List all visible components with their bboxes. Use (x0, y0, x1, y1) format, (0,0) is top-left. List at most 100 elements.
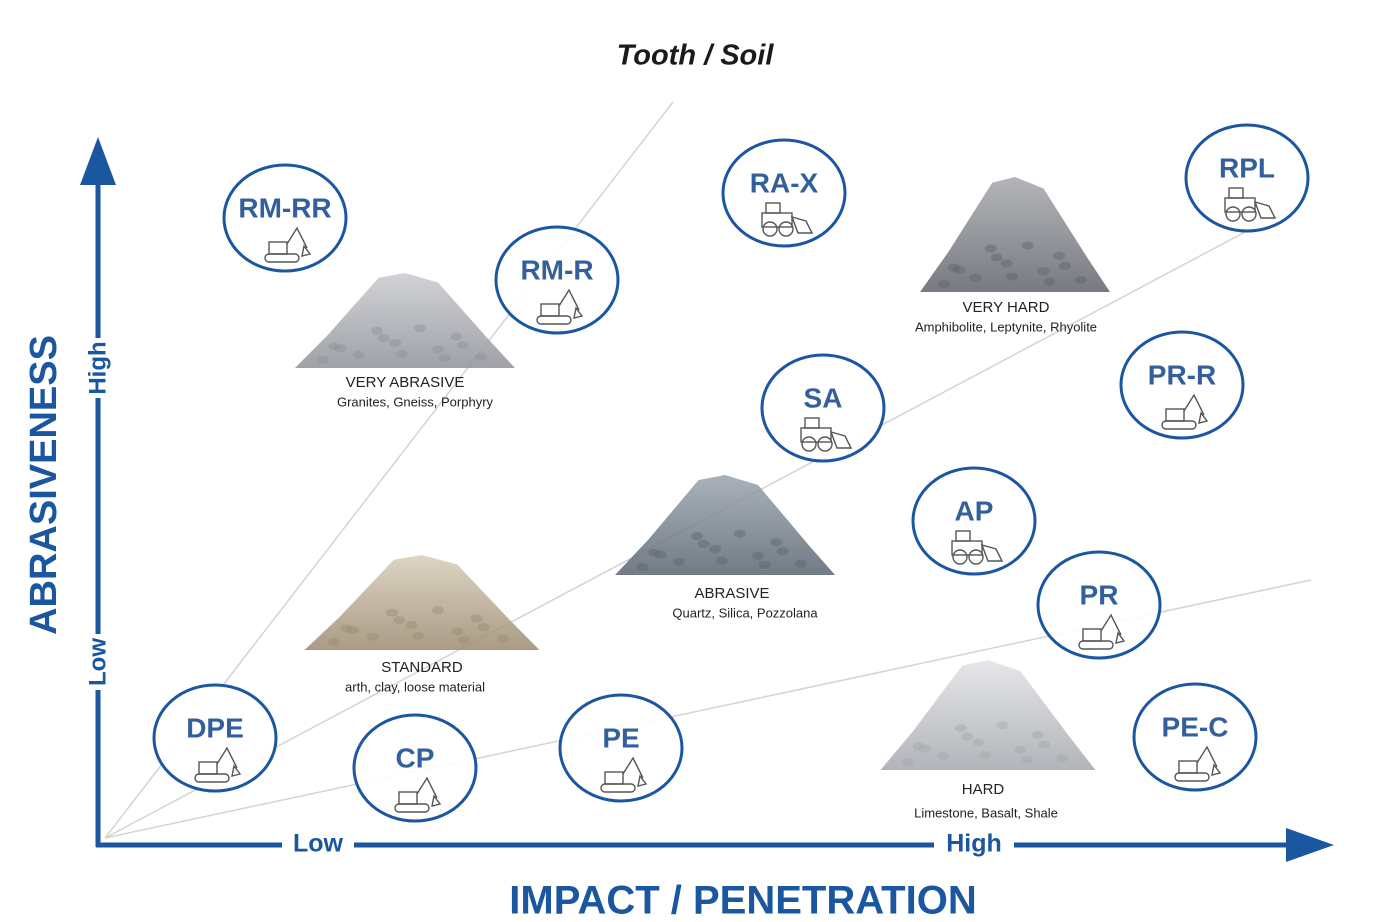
pile-stone (794, 559, 807, 568)
tooth-code: PE-C (1162, 711, 1229, 742)
soil-pile (920, 177, 1110, 292)
pile-stone (412, 631, 425, 640)
soil-name: HARD (962, 781, 1005, 798)
pile-stone (715, 556, 728, 565)
pile-stone (697, 539, 710, 548)
icon-bucket (1198, 411, 1209, 424)
icon-bucket (1115, 631, 1126, 644)
pile-stone (328, 342, 341, 351)
y-axis-low: Low (84, 638, 111, 686)
tooth-circle (1184, 123, 1310, 233)
soil-name: STANDARD (381, 659, 463, 676)
tooth-circle (558, 693, 684, 803)
pile-stone (470, 614, 483, 623)
soil-pile (880, 660, 1096, 770)
tooth-circle (1132, 682, 1258, 792)
pile-stone (947, 263, 960, 272)
pile-stone (954, 724, 967, 733)
pile-stone (334, 344, 347, 353)
pile-stone (1021, 241, 1034, 250)
pile-stone (395, 349, 408, 358)
icon-cab (765, 202, 781, 214)
icon-wheel (952, 549, 968, 565)
pile-stone (636, 563, 649, 571)
pile-stone (1006, 272, 1019, 281)
pile-stone (377, 334, 390, 343)
tooth-badge: PR-R (1119, 330, 1245, 440)
pile-stone (477, 623, 490, 632)
icon-arm (216, 746, 238, 769)
title: Tooth / Soil (617, 40, 775, 72)
icon-bucket (431, 794, 442, 807)
y-axis-label: ABRASIVENESS (23, 335, 65, 635)
icon-bucket (1211, 763, 1222, 776)
icon-bucket (980, 543, 1004, 562)
pile-stone (1056, 754, 1069, 763)
pile-stone (770, 538, 783, 547)
icon-arm (558, 288, 580, 311)
pile-stone (953, 265, 966, 274)
pile-stone (758, 560, 771, 569)
icon-arm (622, 756, 644, 779)
soil-examples: Amphibolite, Leptynite, Rhyolite (915, 319, 1097, 334)
icon-cab (398, 791, 418, 805)
tooth-circle (222, 163, 348, 273)
pile-stone (654, 550, 667, 559)
pile-stone (990, 253, 1003, 262)
pile-stone (1014, 745, 1027, 754)
icon-cab (604, 771, 624, 785)
pile-stone (347, 626, 360, 635)
pile-stone (458, 636, 471, 645)
tooth-code: RPL (1219, 152, 1275, 183)
icon-bucket (1253, 200, 1277, 219)
icon-cab (804, 417, 820, 429)
tooth-code: PR (1080, 579, 1119, 610)
pile-stone (690, 532, 703, 541)
icon-cab (955, 530, 971, 542)
icon-wheel (968, 549, 984, 565)
icon-cab (1178, 760, 1198, 774)
icon-cab (268, 241, 288, 255)
pile-stone (919, 744, 932, 753)
pile-stone (984, 244, 997, 253)
tooth-badge: PE-C (1132, 682, 1258, 792)
pile-stone (1053, 251, 1066, 260)
pile-stone (901, 758, 914, 766)
tooth-circle (1119, 330, 1245, 440)
pile-stone (776, 547, 789, 556)
icon-arm (1196, 745, 1218, 768)
x-axis-low: Low (293, 830, 344, 858)
tooth-badge: RM-R (494, 225, 620, 335)
soil-pile (304, 555, 540, 650)
pile-stone (1020, 755, 1033, 764)
icon-arm (1183, 393, 1205, 416)
icon-bucket (790, 215, 814, 234)
pile-stone (450, 332, 463, 341)
tooth-circle (760, 353, 886, 463)
pile-stone (497, 634, 510, 643)
tooth-types: RM-RR RM-R RA-X RPL SA PR-R AP PR DPE CP PE PE-C (152, 123, 1310, 823)
pile-stone (937, 280, 950, 288)
soil-pile (615, 475, 835, 575)
soil-examples: Quartz, Silica, Pozzolana (672, 605, 818, 620)
tooth-code: RM-R (520, 254, 593, 285)
tooth-circle (494, 225, 620, 335)
tooth-circle (352, 713, 478, 823)
icon-bucket (573, 306, 584, 319)
pile-stone (1000, 259, 1013, 268)
tooth-circle (721, 138, 847, 248)
pile-stone (648, 548, 661, 557)
tooth-code: CP (396, 742, 435, 773)
icon-arm (416, 776, 438, 799)
tooth-badge: CP (352, 713, 478, 823)
pile-stone (456, 341, 469, 350)
soil-piles: VERY ABRASIVE Granites, Gneiss, Porphyry V… (295, 177, 1110, 820)
icon-wheel (762, 221, 778, 237)
pile-stone (327, 638, 340, 646)
icon-bucket (231, 764, 242, 777)
pile-stone (961, 732, 974, 741)
tooth-badge: SA (760, 353, 886, 463)
pile-stone (405, 620, 418, 629)
tooth-badge: PR (1036, 550, 1162, 660)
pile-stone (709, 545, 722, 554)
